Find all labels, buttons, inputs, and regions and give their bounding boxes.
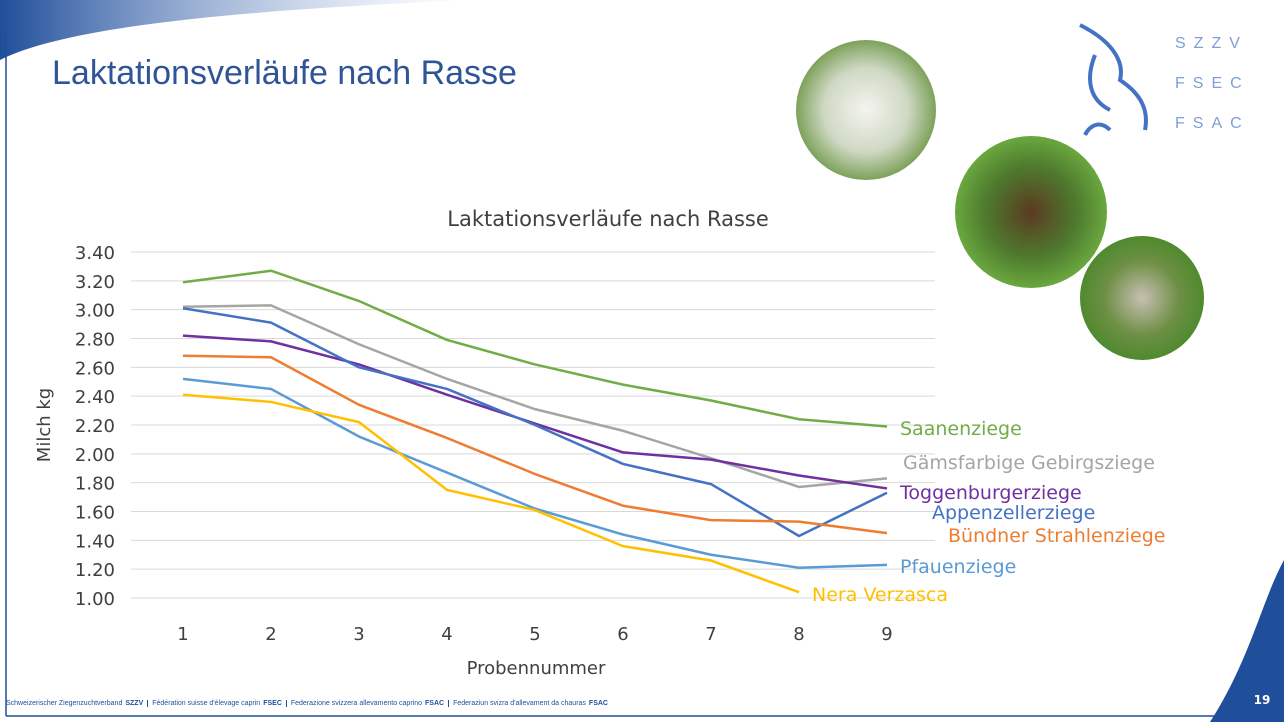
footer-org: Federaziun svizra d'allevament da chaura… — [453, 700, 586, 707]
photo — [955, 136, 1107, 288]
y-tick-label: 1.20 — [75, 560, 115, 581]
x-tick-label: 4 — [441, 624, 452, 645]
x-tick-label: 2 — [265, 624, 276, 645]
logo-text: FSEC — [1175, 75, 1250, 92]
photo — [1080, 236, 1204, 360]
footer-abbr: FSEC — [263, 700, 282, 707]
footer-abbr: FSAC — [588, 700, 608, 707]
y-tick-label: 1.80 — [75, 474, 115, 495]
series-line — [182, 377, 888, 569]
x-axis-title: Probennummer — [467, 658, 606, 679]
header-swoosh — [0, 0, 470, 60]
logo-text: FSAC — [1175, 115, 1250, 132]
y-tick-label: 3.40 — [75, 243, 115, 264]
logo-text: SZZV — [1175, 35, 1248, 52]
x-tick-label: 3 — [353, 624, 364, 645]
series-line — [182, 393, 800, 594]
series-line — [182, 354, 888, 535]
y-axis-title: Milch kg — [34, 388, 55, 462]
y-tick-label: 1.40 — [75, 531, 115, 552]
y-tick-label: 3.20 — [75, 272, 115, 293]
photo — [796, 40, 936, 180]
series-line — [182, 306, 888, 538]
x-tick-label: 9 — [881, 624, 892, 645]
footer-abbr: SZZV — [125, 700, 144, 707]
page-number: 19 — [1254, 693, 1271, 707]
series-label: Nera Verzasca — [812, 584, 948, 606]
series-line — [182, 269, 888, 428]
x-tick-label: 5 — [529, 624, 540, 645]
slide-title: Laktationsverläufe nach Rasse — [52, 54, 517, 92]
series-label: Saanenziege — [900, 418, 1022, 440]
series-line — [182, 334, 888, 490]
series-label: Pfauenziege — [900, 556, 1016, 578]
y-tick-label: 2.00 — [75, 445, 115, 466]
footer-org: Schweizerischer Ziegenzuchtverband — [6, 700, 123, 707]
series-line — [182, 304, 888, 489]
footer-part: Federazione svizzera allevamento caprino… — [285, 700, 445, 707]
y-tick-label: 2.80 — [75, 330, 115, 351]
y-tick-label: 1.00 — [75, 589, 115, 610]
footer: Schweizerischer Ziegenzuchtverband SZZV Fé… — [6, 700, 608, 707]
y-tick-label: 2.40 — [75, 387, 115, 408]
y-tick-label: 2.20 — [75, 416, 115, 437]
x-tick-label: 6 — [617, 624, 628, 645]
logo-goat — [1079, 23, 1148, 137]
x-tick-label: 7 — [705, 624, 716, 645]
series-label: Bündner Strahlenziege — [948, 525, 1165, 547]
y-tick-label: 3.00 — [75, 301, 115, 322]
y-tick-label: 1.60 — [75, 503, 115, 524]
footer-abbr: FSAC — [425, 700, 445, 707]
footer-org: Federazione svizzera allevamento caprino — [290, 700, 422, 707]
x-tick-label: 8 — [793, 624, 804, 645]
series-label: Appenzellerziege — [932, 502, 1095, 524]
chart-title: Laktationsverläufe nach Rasse — [447, 207, 769, 231]
footer-org: Fédération suisse d'élevage caprin — [152, 700, 261, 707]
series-label: Toggenburgerziege — [899, 482, 1082, 504]
corner-swoosh — [1210, 560, 1284, 722]
footer-part: Federaziun svizra d'allevament da chaura… — [448, 700, 608, 707]
series-label: Gämsfarbige Gebirgsziege — [903, 452, 1155, 474]
y-tick-label: 2.60 — [75, 358, 115, 379]
footer-part: Schweizerischer Ziegenzuchtverband SZZV — [6, 700, 143, 707]
footer-part: Fédération suisse d'élevage caprin FSEC — [147, 700, 282, 707]
chart: Laktationsverläufe nach Rasse 1.00 1.20 1.4… — [34, 207, 1165, 679]
x-tick-label: 1 — [177, 624, 188, 645]
